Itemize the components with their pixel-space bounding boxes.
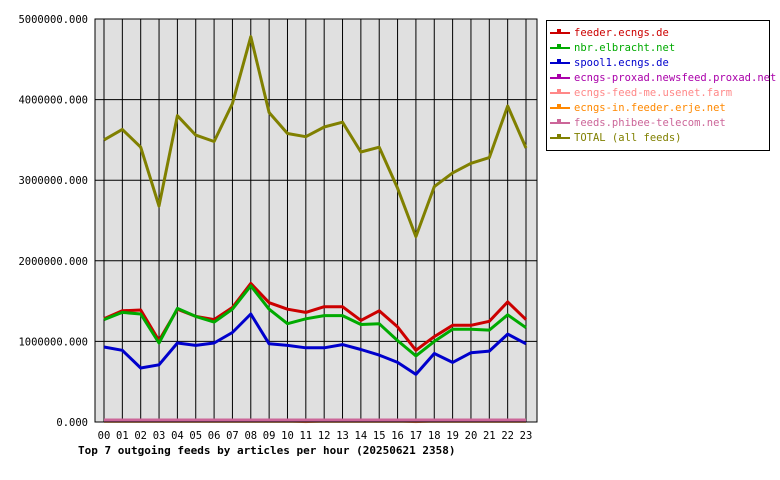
- y-tick-label: 2000000.000: [18, 256, 88, 268]
- x-tick-label: 17: [410, 430, 423, 442]
- x-tick-label: 23: [520, 430, 533, 442]
- x-tick-label: 19: [446, 430, 459, 442]
- legend-marker: [557, 59, 561, 63]
- x-tick-label: 21: [483, 430, 496, 442]
- legend: feeder.ecngs.de nbr.elbracht.net spool1.ec…: [546, 20, 776, 151]
- legend-marker: [557, 134, 561, 138]
- x-tick-label: 13: [336, 430, 349, 442]
- x-tick-label: 16: [391, 430, 404, 442]
- legend-marker: [557, 74, 561, 78]
- y-tick-label: 1000000.000: [18, 336, 88, 348]
- x-tick-label: 09: [263, 430, 276, 442]
- legend-swatch: [550, 32, 570, 34]
- legend-swatch: [550, 62, 570, 64]
- legend-swatch: [550, 122, 570, 124]
- x-tick-label: 14: [355, 430, 368, 442]
- x-tick-label: 10: [281, 430, 294, 442]
- y-tick-label: 4000000.000: [18, 95, 88, 107]
- series-line-1: [103, 284, 527, 358]
- legend-item: TOTAL (all feeds): [547, 131, 769, 146]
- x-tick-label: 18: [428, 430, 441, 442]
- grid-lines: [95, 18, 537, 423]
- legend-item: spool1.ecngs.de: [547, 56, 769, 71]
- legend-label: nbr.elbracht.net: [574, 42, 676, 54]
- legend-label: ecngs-feed-me.usenet.farm: [574, 87, 733, 99]
- legend-marker: [557, 89, 561, 93]
- legend-label: ecngs-proxad.newsfeed.proxad.net: [574, 72, 777, 84]
- legend-item: feeds.phibee-telecom.net: [547, 116, 769, 131]
- x-tick-label: 12: [318, 430, 331, 442]
- legend-label: spool1.ecngs.de: [574, 57, 669, 69]
- plot-frame: [94, 18, 538, 423]
- x-tick-label: 00: [98, 430, 111, 442]
- legend-item: ecngs-proxad.newsfeed.proxad.net: [547, 71, 776, 86]
- legend-marker: [557, 119, 561, 123]
- series-line-2: [103, 312, 527, 376]
- x-tick-label: 15: [373, 430, 386, 442]
- chart-title: Top 7 outgoing feeds by articles per hou…: [78, 444, 456, 457]
- y-tick-label: 3000000.000: [18, 175, 88, 187]
- series-lines: [103, 35, 528, 424]
- x-tick-label: 05: [189, 430, 202, 442]
- legend-marker: [557, 44, 561, 48]
- x-tick-label: 04: [171, 430, 184, 442]
- x-tick-label: 07: [226, 430, 239, 442]
- x-tick-label: 06: [208, 430, 221, 442]
- y-tick-label: 0.000: [56, 417, 88, 429]
- legend-label: TOTAL (all feeds): [574, 132, 682, 144]
- x-tick-label: 03: [153, 430, 166, 442]
- x-axis-tick-labels: 00 01 02 03 04 05 06 07 08 09 10 11 12 13 14 15 16 17 18 19…: [98, 430, 533, 442]
- x-tick-label: 22: [501, 430, 514, 442]
- x-tick-label: 11: [299, 430, 312, 442]
- legend-swatch: [550, 77, 570, 79]
- x-tick-label: 20: [465, 430, 478, 442]
- legend-label: ecngs-in.feeder.erje.net: [574, 102, 726, 114]
- series-line-7: [103, 35, 528, 239]
- legend-marker: [557, 104, 561, 108]
- x-tick-label: 01: [116, 430, 129, 442]
- legend-item: ecngs-feed-me.usenet.farm: [547, 86, 769, 101]
- y-axis-tick-labels: 0.000 1000000.000 2000000.000 3000000.000 40…: [18, 14, 88, 429]
- legend-label: feeder.ecngs.de: [574, 27, 669, 39]
- legend-item: feeder.ecngs.de: [547, 26, 769, 41]
- y-tick-label: 5000000.000: [18, 14, 88, 26]
- legend-marker: [557, 29, 561, 33]
- legend-swatch: [550, 47, 570, 49]
- legend-label: feeds.phibee-telecom.net: [574, 117, 726, 129]
- legend-swatch: [550, 137, 570, 139]
- x-tick-label: 02: [134, 430, 147, 442]
- legend-item: ecngs-in.feeder.erje.net: [547, 101, 769, 116]
- legend-swatch: [550, 107, 570, 109]
- x-tick-label: 08: [244, 430, 257, 442]
- legend-swatch: [550, 92, 570, 94]
- legend-item: nbr.elbracht.net: [547, 41, 769, 56]
